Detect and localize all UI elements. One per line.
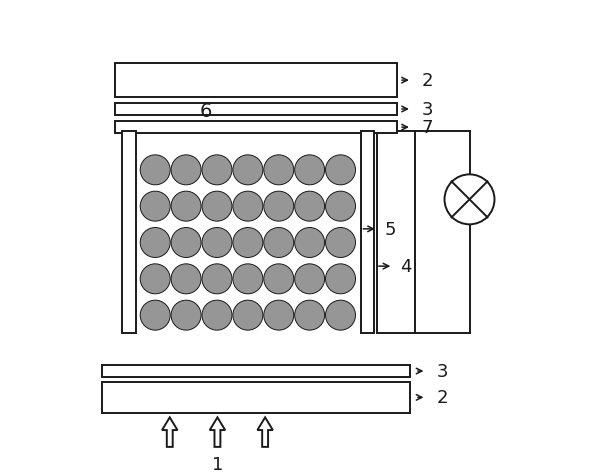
Circle shape [264, 264, 294, 294]
Bar [102, 365, 411, 377]
Circle shape [264, 228, 294, 258]
Bar [360, 131, 374, 334]
Bar [115, 64, 397, 98]
Bar [102, 382, 411, 413]
Circle shape [171, 264, 201, 294]
Circle shape [171, 300, 201, 330]
Bar [122, 131, 136, 334]
Text: 3: 3 [436, 362, 448, 380]
Circle shape [233, 300, 263, 330]
Circle shape [326, 156, 356, 186]
Circle shape [140, 228, 170, 258]
Text: 5: 5 [384, 220, 396, 238]
Circle shape [233, 264, 263, 294]
Circle shape [264, 156, 294, 186]
Circle shape [140, 264, 170, 294]
Circle shape [264, 192, 294, 222]
Circle shape [171, 228, 201, 258]
Circle shape [202, 192, 232, 222]
Circle shape [444, 175, 494, 225]
Circle shape [294, 264, 324, 294]
Circle shape [326, 192, 356, 222]
Circle shape [140, 192, 170, 222]
Bar [115, 103, 397, 116]
Text: 1: 1 [212, 455, 223, 473]
Circle shape [264, 300, 294, 330]
Circle shape [202, 300, 232, 330]
Text: 2: 2 [422, 72, 433, 90]
Circle shape [233, 192, 263, 222]
FancyArrow shape [162, 417, 177, 447]
Circle shape [202, 156, 232, 186]
FancyArrow shape [210, 417, 225, 447]
Circle shape [326, 228, 356, 258]
Text: 4: 4 [400, 258, 412, 276]
Text: 2: 2 [436, 388, 448, 407]
Circle shape [202, 264, 232, 294]
Circle shape [202, 228, 232, 258]
Circle shape [326, 300, 356, 330]
Circle shape [294, 192, 324, 222]
Circle shape [294, 156, 324, 186]
Circle shape [233, 156, 263, 186]
Circle shape [294, 300, 324, 330]
Text: 6: 6 [200, 102, 212, 121]
Circle shape [140, 300, 170, 330]
Text: 7: 7 [422, 119, 433, 137]
Circle shape [294, 228, 324, 258]
Bar [115, 121, 397, 134]
Circle shape [171, 156, 201, 186]
Text: 3: 3 [422, 101, 433, 119]
Circle shape [171, 192, 201, 222]
Bar [377, 131, 416, 334]
Circle shape [140, 156, 170, 186]
Circle shape [326, 264, 356, 294]
FancyArrow shape [258, 417, 273, 447]
Circle shape [233, 228, 263, 258]
